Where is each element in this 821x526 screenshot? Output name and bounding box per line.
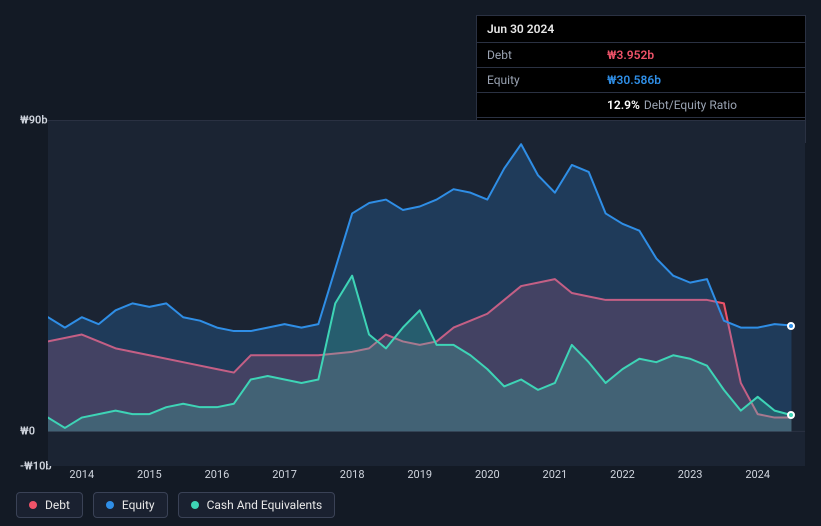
legend-dot-icon: [191, 501, 199, 509]
tooltip-row-value: 12.9%Debt/Equity Ratio: [607, 98, 737, 112]
chart-plot[interactable]: [48, 120, 805, 466]
chart-legend: Debt Equity Cash And Equivalents: [16, 492, 335, 518]
x-axis-tick-label: 2017: [272, 468, 297, 481]
tooltip-row-value: ₩3.952b: [607, 48, 654, 62]
x-axis-tick-label: 2024: [745, 468, 770, 481]
x-axis: 2014 2015 2016 2017 2018 2019 2020 2021 2022 2023…: [48, 468, 805, 486]
legend-label: Cash And Equivalents: [207, 498, 323, 512]
x-axis-tick-label: 2023: [678, 468, 703, 481]
y-axis-tick-label: ₩0: [20, 425, 35, 438]
x-axis-tick-label: 2016: [205, 468, 230, 481]
series-end-marker: [787, 322, 795, 330]
x-axis-tick-label: 2021: [543, 468, 568, 481]
x-axis-tick-label: 2018: [340, 468, 365, 481]
tooltip-row: 12.9%Debt/Equity Ratio: [477, 93, 805, 118]
tooltip-date: Jun 30 2024: [477, 16, 805, 43]
legend-item-equity[interactable]: Equity: [93, 492, 168, 518]
chart-container: ₩90b₩0-₩10b: [16, 120, 805, 466]
series-end-marker: [787, 411, 795, 419]
tooltip-row-label: Debt: [487, 48, 607, 62]
tooltip-row: Debt₩3.952b: [477, 43, 805, 68]
legend-item-debt[interactable]: Debt: [16, 492, 83, 518]
legend-item-cash-and-equivalents[interactable]: Cash And Equivalents: [178, 492, 336, 518]
y-axis-tick-label: ₩90b: [20, 114, 48, 127]
x-axis-tick-label: 2020: [475, 468, 500, 481]
tooltip-row-label: [487, 98, 607, 112]
tooltip-row-label: Equity: [487, 73, 607, 87]
y-axis-tick-label: -₩10b: [20, 460, 52, 473]
legend-label: Equity: [122, 498, 155, 512]
tooltip-row: Equity₩30.586b: [477, 68, 805, 93]
x-axis-tick-label: 2015: [137, 468, 162, 481]
legend-dot-icon: [106, 501, 114, 509]
tooltip-row-suffix: Debt/Equity Ratio: [644, 98, 737, 112]
x-axis-tick-label: 2019: [407, 468, 432, 481]
plot-top-border: [48, 120, 805, 121]
x-axis-tick-label: 2022: [610, 468, 635, 481]
tooltip-row-value: ₩30.586b: [607, 73, 661, 87]
x-axis-tick-label: 2014: [69, 468, 94, 481]
legend-label: Debt: [45, 498, 70, 512]
legend-dot-icon: [29, 501, 37, 509]
